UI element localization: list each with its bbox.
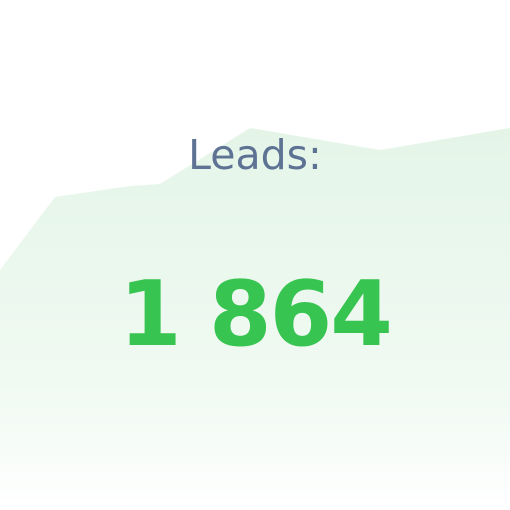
leads-count: 1 864 — [119, 262, 393, 367]
background-area-shape — [0, 128, 510, 510]
leads-label: Leads: — [188, 131, 322, 179]
